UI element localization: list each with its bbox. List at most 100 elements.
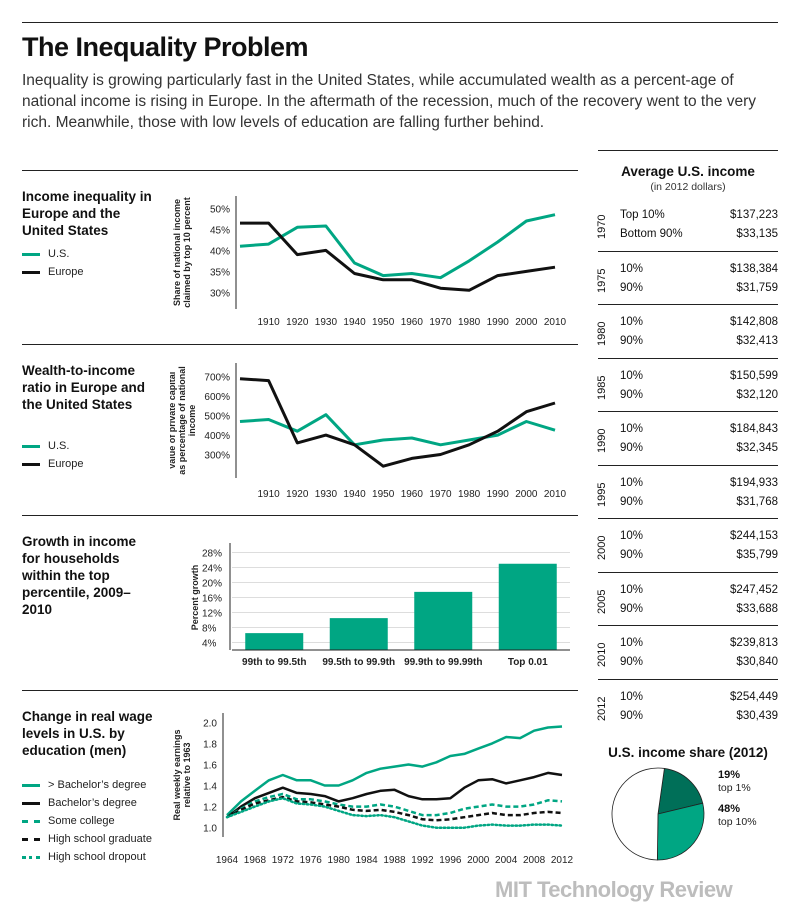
- legend-label: High school graduate: [48, 833, 152, 845]
- side-subtitle: (in 2012 dollars): [650, 181, 726, 193]
- y-tick-label: 600%: [204, 392, 230, 403]
- income-row-divider: [598, 464, 778, 466]
- x-tick-label: 1990: [487, 489, 510, 500]
- y-axis-label-line: Value of private capital: [170, 372, 177, 470]
- income-row: 2012 10% $254,449 90% $30,439: [596, 685, 778, 738]
- legend-label: U.S.: [48, 248, 70, 260]
- panel-1-legend: U.S. Europe: [22, 245, 83, 281]
- income-bottom-value: $31,759: [736, 281, 778, 294]
- y-axis-label-line: as percentage of national: [177, 366, 187, 475]
- income-row-year: 1980: [596, 321, 608, 346]
- pie-slice-2: [611, 767, 665, 861]
- x-tick-label: 1996: [439, 855, 462, 866]
- panel-2-title: Wealth-to-income ratio in Europe and the…: [22, 363, 146, 412]
- y-axis-label-line: Percent growth: [190, 565, 200, 631]
- legend-label: Europe: [48, 266, 84, 278]
- x-tick-label: Top 0.01: [508, 657, 548, 668]
- panel-3-title: Growth in income for households within t…: [22, 534, 137, 617]
- income-top-value: $150,599: [730, 369, 778, 382]
- y-tick-label: 4%: [202, 639, 217, 650]
- panel-2-legend: U.S. Europe: [22, 437, 83, 473]
- income-row: 2000 10% $244,153 90% $35,799: [596, 524, 778, 577]
- x-tick-label: 1990: [487, 317, 510, 328]
- income-row: 1985 10% $150,599 90% $32,120: [596, 364, 778, 417]
- income-bottom-value: $31,768: [736, 495, 778, 508]
- income-top-value: $142,808: [730, 316, 778, 328]
- top-rule: [22, 22, 778, 23]
- income-row-year: 1975: [596, 268, 608, 293]
- bar-3: [498, 563, 557, 650]
- x-tick-label: 1988: [383, 855, 406, 866]
- y-tick-label: 8%: [202, 624, 217, 635]
- income-row-divider: [598, 411, 778, 412]
- legend-item-europe: Europe: [22, 455, 83, 473]
- x-tick-label: 99.9th to 99.99th: [404, 657, 482, 668]
- x-tick-label: 1910: [258, 489, 281, 500]
- legend-label: Bachelor’s degree: [48, 797, 137, 809]
- income-top-label: 10%: [620, 583, 644, 596]
- income-top-value: $138,384: [730, 262, 778, 275]
- x-tick-label: 1968: [244, 855, 267, 866]
- series-line-0: [239, 213, 556, 280]
- income-bottom-label: 90%: [620, 709, 644, 722]
- x-tick-label: 1980: [458, 317, 481, 328]
- legend-item-europe: Europe: [22, 263, 83, 281]
- x-tick-label: 2004: [495, 855, 518, 866]
- side-rule-top: [598, 150, 778, 151]
- y-tick-label: 50%: [210, 204, 230, 215]
- wealth-to-income-chart: Value of private capital as percentage of…: [170, 363, 567, 500]
- x-tick-label: 99th to 99.5th: [242, 657, 306, 668]
- pie-label-text: top 10%: [718, 816, 757, 828]
- income-row-divider: [598, 571, 778, 573]
- x-tick-label: 2008: [523, 855, 546, 866]
- y-tick-label: 2.0: [203, 718, 217, 729]
- wage-levels-chart: Real weekly earnings relative to 1963 2.0 1…: [172, 713, 574, 866]
- income-row: 1990 10% $184,843 90% $32,345: [596, 417, 778, 470]
- legend-label: Some college: [48, 815, 115, 827]
- panel-4-rule: [22, 690, 578, 691]
- x-tick-label: 2010: [544, 489, 567, 500]
- page-subtitle: Inequality is growing particularly fast …: [22, 72, 757, 131]
- y-axis-label-line: Share of national income: [172, 199, 182, 306]
- x-tick-label: 1992: [411, 855, 434, 866]
- bar-2: [414, 591, 473, 650]
- x-tick-label: 1964: [216, 855, 239, 866]
- side-title: Average U.S. income: [621, 164, 755, 179]
- income-row-divider: [598, 625, 778, 626]
- income-row: 2005 10% $247,452 90% $33,688: [596, 578, 778, 631]
- x-tick-label: 99.5th to 99.9th: [322, 657, 395, 668]
- income-bottom-value: $30,439: [736, 709, 778, 722]
- income-bottom-value: $30,840: [736, 656, 778, 668]
- income-top-label: 10%: [620, 423, 644, 435]
- y-tick-label: 400%: [204, 431, 230, 442]
- income-row: 1980 10% $142,808 90% $32,413: [596, 310, 778, 363]
- x-tick-label: 1984: [355, 855, 378, 866]
- income-bottom-label: 90%: [620, 549, 644, 561]
- x-tick-label: 2000: [515, 317, 538, 328]
- income-row: 1995 10% $194,933 90% $31,768: [596, 471, 778, 524]
- income-bottom-label: 90%: [620, 335, 644, 347]
- x-tick-label: 1980: [458, 489, 481, 500]
- y-axis-label-line: relative to 1963: [182, 742, 192, 807]
- y-tick-label: 700%: [204, 373, 230, 384]
- pie-slice-1: [656, 802, 705, 861]
- y-axis-label-line: income: [187, 405, 197, 437]
- income-bottom-value: $33,688: [736, 602, 778, 615]
- income-share-pie: 19%top 1% 48%top 10%: [611, 767, 757, 861]
- y-tick-label: 30%: [210, 288, 230, 299]
- income-row-year: 1985: [596, 375, 608, 400]
- y-tick-label: 12%: [202, 609, 222, 620]
- y-tick-label: 35%: [210, 267, 230, 278]
- income-inequality-chart: Share of national income claimed by top 1…: [172, 196, 567, 328]
- income-bottom-value: $35,799: [736, 549, 778, 561]
- legend-label: High school dropout: [48, 851, 146, 863]
- y-tick-label: 500%: [204, 412, 230, 423]
- bar-0: [245, 633, 304, 650]
- legend-item-us: U.S.: [22, 245, 83, 263]
- x-tick-label: 1930: [315, 489, 338, 500]
- income-row-year: 2000: [596, 535, 608, 560]
- income-bottom-label: Bottom 90%: [620, 228, 683, 240]
- income-row-year: 2012: [596, 696, 608, 721]
- x-tick-label: 1960: [401, 489, 424, 500]
